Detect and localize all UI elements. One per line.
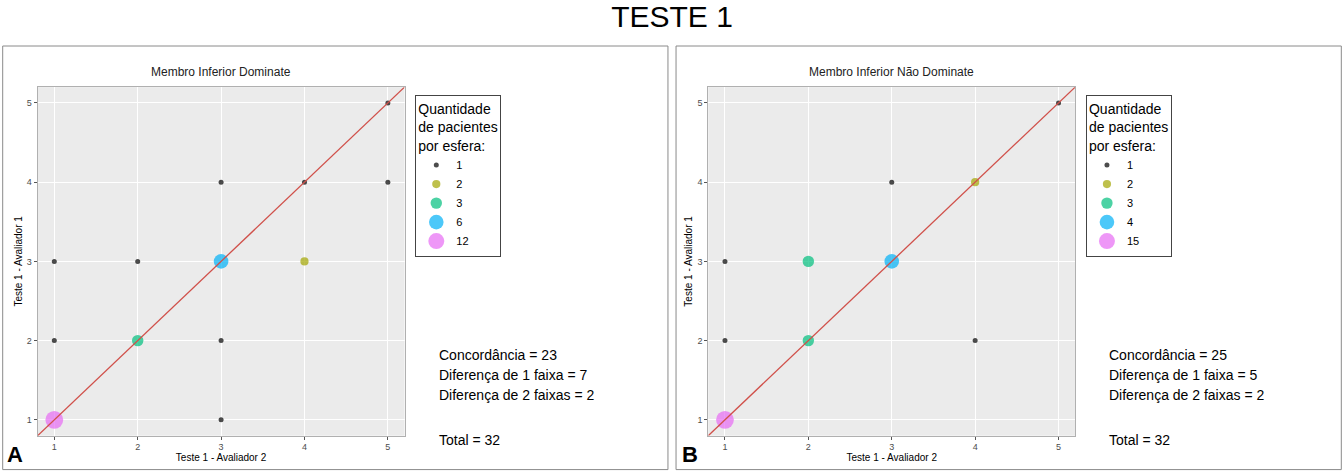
svg-text:1: 1 bbox=[697, 415, 702, 425]
svg-text:Diferença de 2 faixas = 2: Diferença de 2 faixas = 2 bbox=[1109, 387, 1264, 403]
svg-text:2: 2 bbox=[806, 442, 811, 452]
svg-text:Membro Inferior Dominate: Membro Inferior Dominate bbox=[151, 65, 291, 79]
svg-text:6: 6 bbox=[456, 216, 462, 228]
svg-text:1: 1 bbox=[1127, 159, 1133, 171]
svg-text:5: 5 bbox=[1056, 442, 1061, 452]
svg-text:3: 3 bbox=[889, 442, 894, 452]
svg-text:Teste 1 - Avaliador 2: Teste 1 - Avaliador 2 bbox=[847, 452, 938, 463]
svg-text:Quantidadede pacientespor esfe: Quantidadede pacientespor esfera: bbox=[418, 101, 497, 153]
svg-text:Concordância = 25: Concordância = 25 bbox=[1109, 347, 1227, 363]
svg-text:TESTE 1: TESTE 1 bbox=[611, 0, 733, 33]
svg-text:3: 3 bbox=[27, 257, 32, 267]
svg-text:Membro Inferior Não Dominate: Membro Inferior Não Dominate bbox=[809, 65, 974, 79]
svg-text:Concordância = 23: Concordância = 23 bbox=[439, 347, 557, 363]
svg-text:12: 12 bbox=[456, 235, 468, 247]
svg-text:Total = 32: Total = 32 bbox=[1109, 432, 1170, 448]
svg-text:3: 3 bbox=[456, 197, 462, 209]
svg-text:2: 2 bbox=[456, 178, 462, 190]
svg-text:A: A bbox=[7, 442, 23, 467]
svg-text:5: 5 bbox=[697, 98, 702, 108]
svg-text:1: 1 bbox=[722, 442, 727, 452]
svg-text:3: 3 bbox=[219, 442, 224, 452]
svg-text:Diferença de 1 faixa = 5: Diferença de 1 faixa = 5 bbox=[1109, 367, 1257, 383]
svg-text:Diferença de 1 faixa = 7: Diferença de 1 faixa = 7 bbox=[439, 367, 587, 383]
svg-text:3: 3 bbox=[697, 257, 702, 267]
svg-text:5: 5 bbox=[385, 442, 390, 452]
svg-text:2: 2 bbox=[135, 442, 140, 452]
svg-text:5: 5 bbox=[27, 98, 32, 108]
svg-text:Diferença de 2 faixas = 2: Diferença de 2 faixas = 2 bbox=[439, 387, 594, 403]
svg-text:4: 4 bbox=[1127, 216, 1133, 228]
svg-text:4: 4 bbox=[302, 442, 307, 452]
svg-text:4: 4 bbox=[973, 442, 978, 452]
svg-text:2: 2 bbox=[697, 336, 702, 346]
svg-text:Teste 1 - Avaliador 1: Teste 1 - Avaliador 1 bbox=[683, 216, 694, 307]
svg-text:Teste 1 - Avaliador 2: Teste 1 - Avaliador 2 bbox=[176, 452, 267, 463]
svg-text:15: 15 bbox=[1127, 235, 1139, 247]
svg-text:1: 1 bbox=[52, 442, 57, 452]
svg-text:2: 2 bbox=[27, 336, 32, 346]
svg-text:Teste 1 - Avaliador 1: Teste 1 - Avaliador 1 bbox=[13, 216, 24, 307]
svg-text:1: 1 bbox=[456, 159, 462, 171]
svg-text:2: 2 bbox=[1127, 178, 1133, 190]
svg-text:3: 3 bbox=[1127, 197, 1133, 209]
svg-text:Total = 32: Total = 32 bbox=[439, 432, 500, 448]
svg-text:B: B bbox=[682, 442, 698, 467]
svg-text:4: 4 bbox=[27, 177, 32, 187]
svg-text:1: 1 bbox=[27, 415, 32, 425]
svg-text:4: 4 bbox=[697, 177, 702, 187]
svg-text:Quantidadede pacientespor esfe: Quantidadede pacientespor esfera: bbox=[1089, 101, 1168, 153]
